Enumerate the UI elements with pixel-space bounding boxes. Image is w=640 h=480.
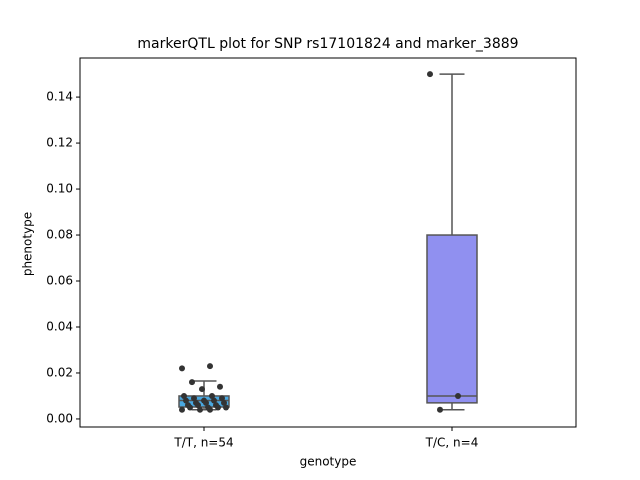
y-tick-label: 0.06 [46,274,73,288]
data-point [187,404,193,411]
data-point [211,397,217,404]
y-tick-label: 0.12 [46,136,73,150]
x-axis-label: genotype [300,455,357,469]
data-point [207,363,213,370]
y-tick-label: 0.04 [46,319,73,333]
data-point [195,402,201,409]
box [426,234,478,404]
x-tick-label: T/T, n=54 [173,436,233,450]
data-point [199,386,205,393]
plot-frame [79,57,577,428]
data-point [215,404,221,411]
y-tick-label: 0.02 [46,365,73,379]
data-point [219,395,225,402]
data-point [209,392,215,399]
y-tick-label: 0.00 [46,411,73,425]
data-point [181,392,187,399]
data-point [437,406,443,413]
data-point [207,406,213,413]
data-point [179,406,185,413]
y-axis-label: phenotype [21,212,35,276]
chart-title: markerQTL plot for SNP rs17101824 and ma… [137,36,518,52]
data-point [191,395,197,402]
data-point [217,383,223,390]
data-point [427,71,433,78]
y-tick-label: 0.14 [46,90,73,104]
data-point [223,404,229,411]
data-point [189,379,195,386]
x-tick-label: T/C, n=4 [425,436,479,450]
y-tick-label: 0.08 [46,228,73,242]
data-point [455,392,461,399]
data-point [197,406,203,413]
data-point [179,365,185,372]
data-point [221,399,227,406]
data-point [203,399,209,406]
y-tick-label: 0.10 [46,182,73,196]
data-point [183,397,189,404]
